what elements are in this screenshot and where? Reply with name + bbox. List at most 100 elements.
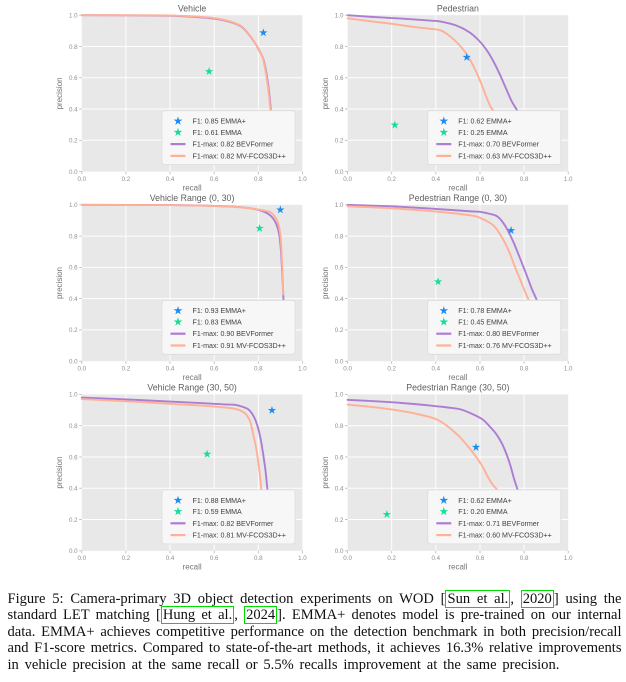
svg-text:F1: 0.20 EMMA: F1: 0.20 EMMA: [458, 508, 508, 516]
svg-text:0.4: 0.4: [166, 366, 175, 373]
svg-text:0.8: 0.8: [69, 233, 78, 240]
svg-text:F1-max: 0.60 MV-FCOS3D++: F1-max: 0.60 MV-FCOS3D++: [458, 532, 551, 540]
svg-text:0.2: 0.2: [387, 176, 396, 183]
svg-text:F1-max: 0.70 BEVFormer: F1-max: 0.70 BEVFormer: [458, 141, 539, 149]
svg-text:0.8: 0.8: [335, 423, 344, 430]
svg-text:0.0: 0.0: [343, 366, 352, 373]
svg-text:0.4: 0.4: [431, 366, 440, 373]
svg-text:precision: precision: [321, 77, 330, 109]
svg-text:0.0: 0.0: [335, 359, 344, 366]
svg-text:Pedestrian: Pedestrian: [437, 3, 479, 13]
svg-text:0.6: 0.6: [210, 176, 219, 183]
svg-text:0.2: 0.2: [122, 176, 131, 183]
svg-text:1.0: 1.0: [69, 13, 78, 20]
svg-text:0.8: 0.8: [69, 423, 78, 430]
svg-text:1.0: 1.0: [298, 555, 307, 562]
svg-text:0.2: 0.2: [122, 366, 131, 373]
svg-text:precision: precision: [55, 267, 64, 299]
svg-text:0.6: 0.6: [210, 555, 219, 562]
svg-text:Pedestrian Range (30, 50): Pedestrian Range (30, 50): [406, 383, 509, 393]
svg-text:F1: 0.83 EMMA: F1: 0.83 EMMA: [193, 318, 243, 326]
svg-text:F1: 0.85 EMMA+: F1: 0.85 EMMA+: [193, 118, 246, 126]
svg-text:0.8: 0.8: [69, 44, 78, 51]
svg-text:0.8: 0.8: [254, 555, 263, 562]
svg-text:0.6: 0.6: [69, 454, 78, 461]
svg-text:0.8: 0.8: [254, 366, 263, 373]
svg-text:precision: precision: [55, 457, 64, 489]
svg-text:0.0: 0.0: [343, 176, 352, 183]
svg-text:Vehicle Range (0, 30): Vehicle Range (0, 30): [150, 193, 235, 203]
svg-text:F1-max: 0.82 BEVFormer: F1-max: 0.82 BEVFormer: [193, 141, 274, 149]
svg-text:0.4: 0.4: [431, 176, 440, 183]
svg-text:recall: recall: [183, 373, 202, 382]
svg-text:F1: 0.61 EMMA: F1: 0.61 EMMA: [193, 129, 243, 137]
svg-text:F1: 0.59 EMMA: F1: 0.59 EMMA: [193, 508, 243, 516]
svg-text:0.2: 0.2: [335, 327, 344, 334]
svg-text:1.0: 1.0: [564, 366, 573, 373]
svg-text:Pedestrian Range (0, 30): Pedestrian Range (0, 30): [409, 193, 507, 203]
svg-text:0.6: 0.6: [335, 454, 344, 461]
svg-text:0.0: 0.0: [69, 169, 78, 176]
svg-text:F1-max: 0.90 BEVFormer: F1-max: 0.90 BEVFormer: [193, 330, 274, 338]
svg-text:F1-max: 0.81 MV-FCOS3D++: F1-max: 0.81 MV-FCOS3D++: [193, 532, 286, 540]
svg-text:F1-max: 0.76 MV-FCOS3D++: F1-max: 0.76 MV-FCOS3D++: [458, 342, 551, 350]
svg-text:0.0: 0.0: [77, 555, 86, 562]
svg-text:F1-max: 0.80 BEVFormer: F1-max: 0.80 BEVFormer: [458, 330, 539, 338]
svg-text:F1: 0.62 EMMA+: F1: 0.62 EMMA+: [458, 497, 511, 505]
svg-text:0.8: 0.8: [335, 233, 344, 240]
svg-text:0.6: 0.6: [476, 176, 485, 183]
svg-text:1.0: 1.0: [335, 392, 344, 399]
svg-text:0.8: 0.8: [520, 366, 529, 373]
svg-text:0.0: 0.0: [335, 548, 344, 555]
svg-text:0.2: 0.2: [335, 138, 344, 145]
svg-text:0.2: 0.2: [69, 138, 78, 145]
svg-text:Vehicle Range (30, 50): Vehicle Range (30, 50): [147, 383, 237, 393]
svg-text:1.0: 1.0: [564, 176, 573, 183]
svg-text:F1-max: 0.82 BEVFormer: F1-max: 0.82 BEVFormer: [193, 520, 274, 528]
svg-text:0.4: 0.4: [335, 486, 344, 493]
svg-text:Vehicle: Vehicle: [178, 3, 206, 13]
svg-text:0.6: 0.6: [476, 366, 485, 373]
svg-text:F1: 0.93 EMMA+: F1: 0.93 EMMA+: [193, 307, 246, 315]
svg-text:recall: recall: [448, 563, 467, 572]
svg-text:recall: recall: [183, 183, 202, 192]
svg-text:0.8: 0.8: [335, 44, 344, 51]
svg-text:0.2: 0.2: [69, 327, 78, 334]
svg-text:F1: 0.62 EMMA+: F1: 0.62 EMMA+: [458, 118, 511, 126]
svg-text:1.0: 1.0: [69, 392, 78, 399]
svg-text:F1-max: 0.71 BEVFormer: F1-max: 0.71 BEVFormer: [458, 520, 539, 528]
svg-text:1.0: 1.0: [335, 13, 344, 20]
svg-text:F1: 0.78 EMMA+: F1: 0.78 EMMA+: [458, 307, 511, 315]
svg-text:0.4: 0.4: [335, 296, 344, 303]
svg-text:0.4: 0.4: [166, 555, 175, 562]
svg-text:1.0: 1.0: [298, 366, 307, 373]
svg-text:1.0: 1.0: [69, 202, 78, 209]
svg-text:0.0: 0.0: [69, 359, 78, 366]
svg-text:0.6: 0.6: [476, 555, 485, 562]
svg-text:0.2: 0.2: [387, 555, 396, 562]
svg-text:0.2: 0.2: [335, 517, 344, 524]
svg-text:precision: precision: [321, 267, 330, 299]
svg-text:0.8: 0.8: [520, 555, 529, 562]
svg-text:recall: recall: [183, 563, 202, 572]
svg-text:0.2: 0.2: [387, 366, 396, 373]
svg-text:0.6: 0.6: [69, 75, 78, 82]
svg-text:0.4: 0.4: [335, 106, 344, 113]
svg-text:0.0: 0.0: [77, 366, 86, 373]
svg-text:1.0: 1.0: [298, 176, 307, 183]
svg-text:F1-max: 0.63 MV-FCOS3D++: F1-max: 0.63 MV-FCOS3D++: [458, 152, 551, 160]
svg-text:0.8: 0.8: [520, 176, 529, 183]
svg-text:0.8: 0.8: [254, 176, 263, 183]
svg-text:0.4: 0.4: [69, 486, 78, 493]
svg-text:1.0: 1.0: [564, 555, 573, 562]
svg-text:0.6: 0.6: [69, 265, 78, 272]
svg-text:0.4: 0.4: [431, 555, 440, 562]
svg-text:0.6: 0.6: [210, 366, 219, 373]
svg-text:recall: recall: [448, 183, 467, 192]
svg-text:0.4: 0.4: [69, 296, 78, 303]
svg-text:F1-max: 0.82 MV-FCOS3D++: F1-max: 0.82 MV-FCOS3D++: [193, 152, 286, 160]
svg-text:0.6: 0.6: [335, 265, 344, 272]
svg-text:F1: 0.25 EMMA: F1: 0.25 EMMA: [458, 129, 508, 137]
svg-text:recall: recall: [448, 373, 467, 382]
svg-text:0.0: 0.0: [343, 555, 352, 562]
